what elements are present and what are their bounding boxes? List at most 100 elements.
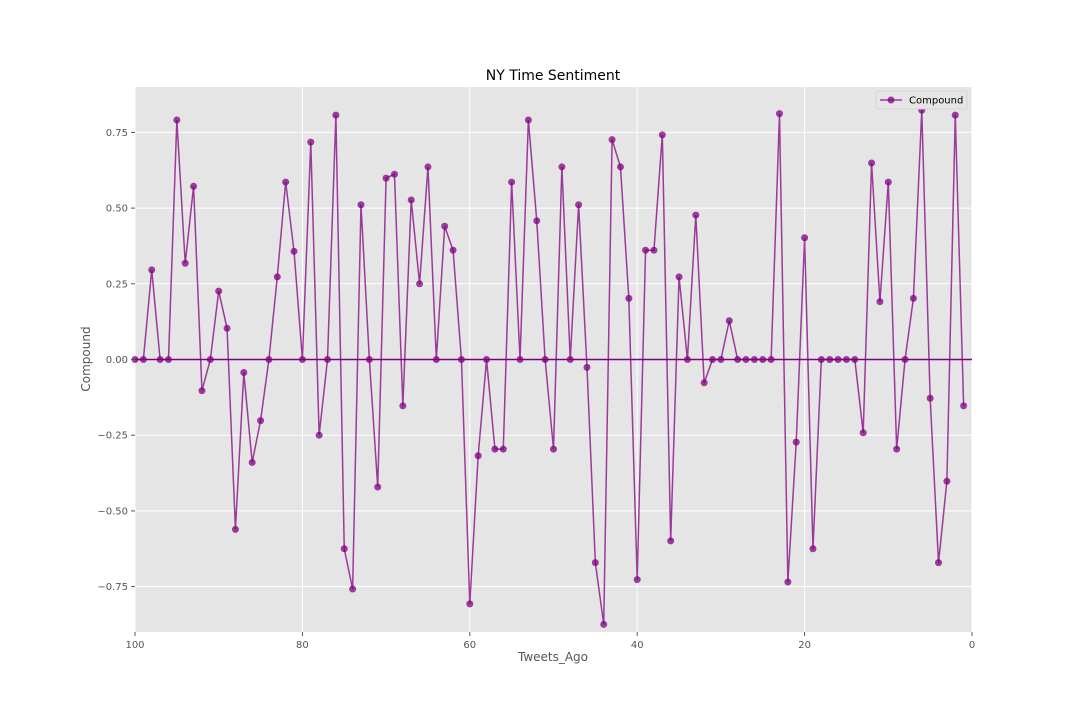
data-point <box>591 559 599 567</box>
chart-title: NY Time Sentiment <box>486 68 621 84</box>
data-point <box>960 402 968 410</box>
data-points <box>131 106 968 628</box>
data-point <box>349 585 357 593</box>
data-point <box>198 387 206 395</box>
data-point <box>826 356 834 363</box>
y-tick-label: 0.00 <box>106 355 128 366</box>
data-point <box>424 163 432 171</box>
data-point <box>156 356 164 363</box>
data-point <box>457 356 465 363</box>
data-point <box>541 356 549 363</box>
data-point <box>399 402 407 410</box>
data-point <box>416 280 424 288</box>
data-point <box>784 578 792 586</box>
data-point <box>868 159 876 167</box>
data-point <box>834 356 842 363</box>
data-point <box>181 259 189 267</box>
data-point <box>893 445 901 453</box>
data-point <box>148 266 156 274</box>
data-point <box>901 356 909 363</box>
data-point <box>558 163 566 171</box>
data-point <box>759 356 767 363</box>
legend-label: Compound <box>909 96 963 107</box>
data-point <box>240 369 248 377</box>
y-tick-label: 0.75 <box>106 128 128 139</box>
data-point <box>432 356 440 363</box>
data-point <box>474 452 482 460</box>
data-point <box>575 201 583 209</box>
data-point <box>658 131 666 139</box>
data-point <box>876 298 884 306</box>
data-point <box>801 234 809 242</box>
data-point <box>324 356 332 363</box>
data-point <box>257 417 265 425</box>
x-tick-label: 80 <box>296 640 309 651</box>
data-point <box>675 273 683 281</box>
data-point <box>725 317 733 325</box>
data-point <box>139 356 147 363</box>
data-point <box>315 431 323 439</box>
data-point <box>642 246 650 254</box>
x-axis-label: Tweets_Ago <box>517 650 588 664</box>
data-point <box>215 287 223 295</box>
data-point <box>692 211 700 219</box>
y-axis-label: Compound <box>79 326 93 391</box>
y-tick-label: −0.50 <box>97 506 128 517</box>
legend: Compound <box>875 90 968 110</box>
data-point <box>926 394 934 402</box>
x-tick-label: 40 <box>631 640 644 651</box>
data-point <box>600 620 608 628</box>
data-point <box>566 356 574 363</box>
data-point <box>466 600 474 608</box>
data-point <box>750 356 758 363</box>
data-point <box>859 429 867 437</box>
data-point <box>483 356 491 363</box>
data-point <box>633 576 641 584</box>
data-point <box>332 111 340 119</box>
data-point <box>742 356 750 363</box>
data-point <box>734 356 742 363</box>
data-point <box>767 356 775 363</box>
data-point <box>298 356 306 363</box>
data-point <box>449 246 457 254</box>
data-point <box>374 483 382 491</box>
data-point <box>231 525 239 533</box>
y-tick-label: 0.25 <box>106 279 128 290</box>
x-tick-label: 60 <box>463 640 476 651</box>
data-point <box>700 379 708 387</box>
data-point <box>616 163 624 171</box>
data-point <box>248 458 256 466</box>
data-point <box>583 363 591 371</box>
data-point <box>533 217 541 225</box>
data-point <box>817 356 825 363</box>
data-point <box>516 356 524 363</box>
data-point <box>499 445 507 453</box>
data-point <box>173 116 181 124</box>
x-tick-label: 20 <box>798 640 811 651</box>
data-point <box>792 438 800 446</box>
data-point <box>943 477 951 485</box>
legend-box <box>875 90 968 110</box>
data-point <box>775 110 783 118</box>
data-point <box>717 356 725 363</box>
data-point <box>206 356 214 363</box>
data-point <box>382 174 390 182</box>
data-point <box>884 178 892 186</box>
data-point <box>223 324 231 332</box>
y-tick-label: 0.50 <box>106 204 128 215</box>
data-point <box>709 356 717 363</box>
data-point <box>290 247 298 255</box>
data-point <box>407 196 415 204</box>
data-point <box>508 178 516 186</box>
data-point <box>524 116 532 124</box>
data-point <box>809 545 817 553</box>
legend-swatch-marker <box>887 96 895 104</box>
data-point <box>441 222 449 230</box>
data-point <box>683 356 691 363</box>
x-tick-label: 100 <box>125 640 144 651</box>
data-point <box>190 182 198 190</box>
data-point <box>365 356 373 363</box>
series-line-compound <box>135 110 965 625</box>
data-point <box>550 445 557 453</box>
